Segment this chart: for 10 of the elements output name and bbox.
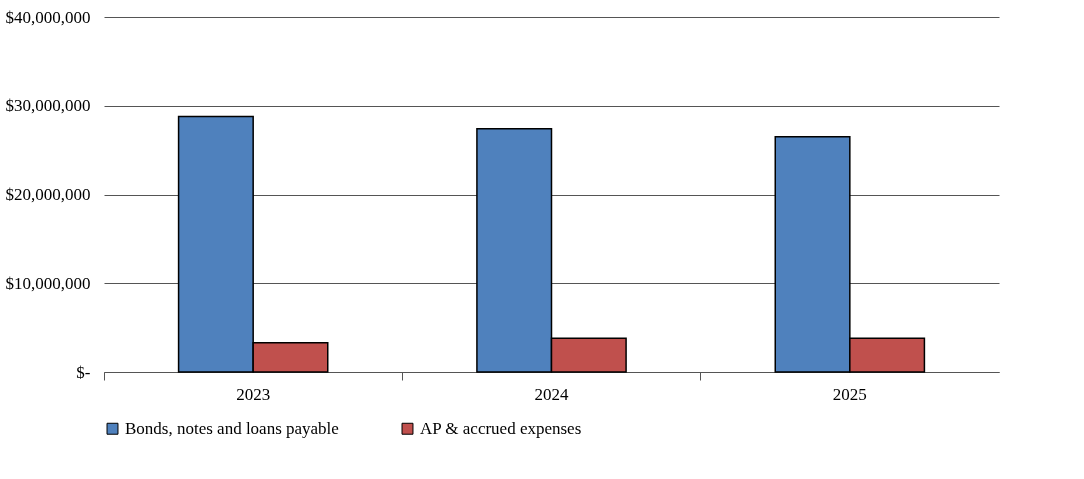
x-tick-label: 2025	[832, 384, 867, 404]
y-tick-label: $40,000,000	[5, 7, 91, 27]
x-tick-label: 2024	[534, 384, 569, 404]
legend-label: AP & accrued expenses	[420, 418, 582, 438]
legend-label: Bonds, notes and loans payable	[125, 418, 339, 438]
y-tick-label: $30,000,000	[5, 96, 91, 116]
x-tick-label: 2023	[236, 384, 271, 404]
y-tick-label: $20,000,000	[5, 185, 91, 204]
y-tick-label: $-	[76, 362, 91, 382]
y-tick-label: $10,000,000	[5, 273, 91, 293]
